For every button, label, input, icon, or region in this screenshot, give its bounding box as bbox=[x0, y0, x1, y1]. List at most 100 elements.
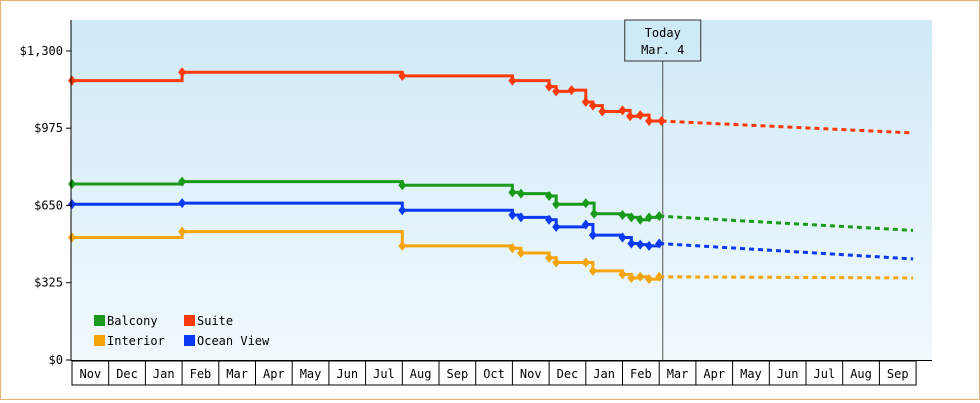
data-point bbox=[178, 226, 187, 237]
data-point bbox=[516, 212, 525, 223]
x-tick-label: Nov bbox=[80, 367, 102, 381]
x-axis-box bbox=[71, 360, 917, 386]
x-tick-label: Jan bbox=[153, 367, 175, 381]
data-point bbox=[178, 176, 187, 187]
data-point bbox=[552, 86, 561, 97]
data-point bbox=[178, 67, 187, 78]
data-point bbox=[508, 243, 517, 254]
x-tick-label: Jun bbox=[777, 367, 799, 381]
y-tick-label: $650 bbox=[34, 198, 63, 212]
data-point bbox=[618, 105, 627, 116]
data-point bbox=[398, 70, 407, 81]
data-point bbox=[655, 271, 664, 282]
data-point bbox=[618, 232, 627, 243]
data-point bbox=[618, 269, 627, 280]
data-point bbox=[627, 272, 636, 283]
x-tick-label: Mar bbox=[667, 367, 689, 381]
legend-swatch bbox=[94, 335, 105, 346]
data-point bbox=[516, 248, 525, 259]
series-forecast-line bbox=[659, 241, 914, 261]
x-tick-label: Mar bbox=[226, 367, 248, 381]
x-tick-label: Jul bbox=[814, 367, 836, 381]
x-tick-label: Jul bbox=[373, 367, 395, 381]
data-point bbox=[508, 187, 517, 198]
today-label-line2: Mar. 4 bbox=[641, 43, 684, 57]
axes-layer: $0 $325 $650 $975 $1,300 Nov Dec Jan Feb Mar Apr Ma… bbox=[20, 20, 932, 386]
data-point bbox=[581, 198, 590, 209]
y-tick-label: $975 bbox=[34, 121, 63, 135]
x-tick-label: Jun bbox=[336, 367, 358, 381]
x-tick-label: Sep bbox=[887, 367, 909, 381]
x-tick-label: Apr bbox=[263, 367, 285, 381]
y-tick-label: $0 bbox=[49, 353, 63, 367]
data-point bbox=[545, 214, 554, 225]
data-point bbox=[588, 100, 597, 111]
data-point bbox=[581, 97, 590, 108]
data-point bbox=[398, 240, 407, 251]
data-point bbox=[508, 75, 517, 86]
x-tick-label: May bbox=[300, 367, 322, 381]
data-point bbox=[627, 238, 636, 249]
data-point bbox=[552, 257, 561, 268]
series-balcony bbox=[68, 176, 914, 232]
data-point bbox=[636, 271, 645, 282]
data-point bbox=[645, 212, 654, 223]
data-point bbox=[545, 252, 554, 263]
data-point bbox=[178, 198, 187, 209]
x-tick-label: Dec bbox=[557, 367, 579, 381]
data-point bbox=[508, 209, 517, 220]
series-forecast-line bbox=[659, 275, 914, 280]
data-point bbox=[581, 219, 590, 230]
x-tick-label: Feb bbox=[190, 367, 212, 381]
data-point bbox=[68, 232, 76, 243]
x-tick-label: Sep bbox=[447, 367, 469, 381]
data-point bbox=[552, 221, 561, 232]
data-point bbox=[636, 239, 645, 250]
legend: Balcony Suite Interior Ocean View bbox=[94, 314, 270, 348]
legend-label: Interior bbox=[107, 334, 165, 348]
x-tick-label: Aug bbox=[850, 367, 872, 381]
legend-label: Balcony bbox=[107, 314, 158, 328]
data-point bbox=[398, 205, 407, 216]
series-suite bbox=[68, 67, 914, 135]
data-point bbox=[68, 75, 76, 86]
x-tick-label: May bbox=[740, 367, 762, 381]
data-point bbox=[545, 81, 554, 92]
legend-label: Suite bbox=[197, 314, 233, 328]
data-point bbox=[655, 211, 664, 222]
x-tick-label: Aug bbox=[410, 367, 432, 381]
y-tick-label: $325 bbox=[34, 276, 63, 290]
legend-swatch bbox=[184, 315, 195, 326]
series-layer bbox=[68, 67, 914, 285]
x-tick-label: Feb bbox=[630, 367, 652, 381]
series-line bbox=[72, 70, 662, 123]
series-ocean-view bbox=[68, 198, 914, 261]
x-tick-label: Oct bbox=[483, 367, 505, 381]
data-point bbox=[636, 110, 645, 121]
data-point bbox=[590, 208, 599, 219]
data-point bbox=[68, 179, 76, 190]
data-point bbox=[567, 85, 576, 96]
data-point bbox=[398, 180, 407, 191]
legend-label: Ocean View bbox=[197, 334, 270, 348]
data-point bbox=[618, 209, 627, 220]
data-point bbox=[588, 265, 597, 276]
x-tick-label: Nov bbox=[520, 367, 542, 381]
data-point bbox=[645, 116, 654, 127]
data-point bbox=[645, 274, 654, 285]
data-point bbox=[655, 238, 664, 249]
y-tick-label: $1,300 bbox=[20, 44, 63, 58]
x-tick-label: Dec bbox=[116, 367, 138, 381]
x-tick-label: Jan bbox=[593, 367, 615, 381]
today-label-line1: Today bbox=[645, 26, 681, 40]
x-tick-label: Apr bbox=[703, 367, 725, 381]
today-label-box bbox=[624, 19, 702, 62]
data-point bbox=[657, 116, 666, 127]
today-marker: Today Mar. 4 bbox=[624, 19, 702, 385]
data-point bbox=[598, 106, 607, 117]
data-point bbox=[581, 257, 590, 268]
legend-swatch bbox=[184, 335, 195, 346]
series-forecast-line bbox=[659, 214, 914, 232]
